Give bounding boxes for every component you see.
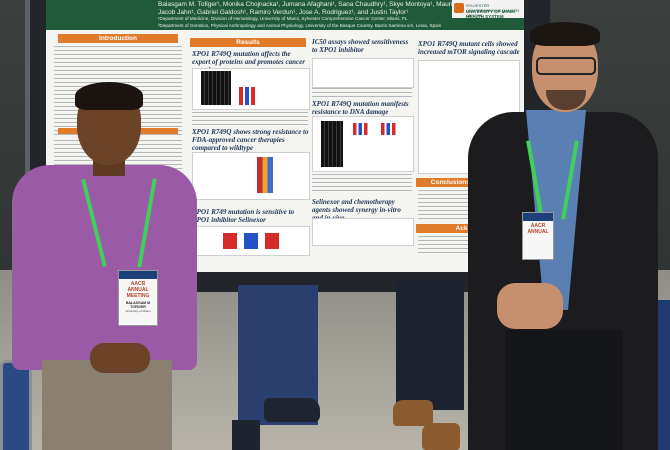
dna-caption	[312, 174, 412, 194]
poster-header: Balasgam M. Tofiger¹, Monika Chojnacka¹,…	[46, 0, 524, 30]
background-shoe	[232, 420, 260, 450]
intro-section-title: Introduction	[58, 34, 178, 43]
badge-header	[119, 271, 157, 279]
khaki-pants	[42, 360, 172, 450]
figure-dna-blot	[321, 121, 343, 167]
panel-title-dna-damage: XPO1 R749Q mutation manifests resistance…	[312, 100, 409, 116]
figure-stacked-bar	[257, 157, 273, 193]
chair-left	[0, 360, 32, 450]
poster-authors-line-2: Jacob Jahn¹, Gabriel Galdosh¹, Ramiro Ve…	[158, 9, 409, 16]
background-shoe	[393, 400, 433, 426]
badge-header	[523, 213, 553, 221]
figure-selinexor	[192, 226, 310, 256]
figure-bar-plot	[239, 87, 259, 105]
figure-dna-damage	[312, 116, 414, 172]
figure-dna-bars-2	[381, 123, 399, 135]
panel-title-resistance: XPO1 R749Q shows strong resistance to FD…	[192, 128, 309, 152]
figure-caption	[192, 112, 308, 126]
beard	[546, 90, 586, 110]
background-shoe	[264, 398, 320, 422]
clasped-hands	[497, 283, 563, 329]
university-logo-icon	[454, 3, 464, 13]
logo-text-1: SYLVESTER COMPREHENSIVE CANCER CENTER	[466, 3, 520, 18]
purple-shirt	[12, 165, 197, 370]
panel-title-selinexor: XPO1 R749 mutation is sensitive to XPO1 …	[192, 208, 295, 224]
figure-synergy	[312, 218, 414, 246]
panel-title-mtor: XPO1 R749Q mutant cells showed increased…	[418, 40, 520, 56]
poster-authors-line-1: Balasgam M. Tofiger¹, Monika Chojnacka¹,…	[158, 1, 476, 8]
figure-dna-bars-1	[353, 123, 371, 135]
figure-resistance	[192, 152, 310, 200]
background-shoe	[422, 423, 460, 450]
poster-affiliation-1: ¹Department of Medicine, Division of Hem…	[158, 16, 408, 21]
badge-name: BALASGAM M TOFIGER	[125, 301, 151, 309]
poster-affiliation-2: ²Department of Genetics, Physical Anthro…	[158, 23, 442, 28]
clasped-hands	[90, 343, 150, 373]
dark-pants	[505, 330, 623, 450]
figure-selinexor-bars	[223, 233, 293, 249]
figure-export	[192, 68, 310, 110]
figure-ic50	[312, 58, 414, 88]
badge-event: AACR ANNUAL	[527, 223, 549, 235]
badge-event: AACR ANNUAL MEETING	[126, 281, 150, 299]
figure-blot	[201, 71, 231, 105]
results-section-title: Results	[190, 38, 306, 47]
name-badge: AACR ANNUAL	[522, 212, 554, 260]
logo-text-2: UNIVERSITY OF MIAMI HEALTH SYSTEM	[466, 9, 515, 19]
ic50-caption	[312, 88, 412, 98]
university-logo: SYLVESTER COMPREHENSIVE CANCER CENTER UN…	[452, 0, 524, 19]
glasses-icon	[536, 57, 596, 75]
hair	[530, 22, 600, 46]
hair	[75, 82, 143, 110]
badge-affiliation: University of Miami	[125, 309, 151, 313]
background-person-legs-right	[396, 280, 464, 410]
panel-title-ic50: IC50 assays showed sensitiveness to XPO1…	[312, 38, 409, 54]
name-badge: AACR ANNUAL MEETING BALASGAM M TOFIGER U…	[118, 270, 158, 326]
